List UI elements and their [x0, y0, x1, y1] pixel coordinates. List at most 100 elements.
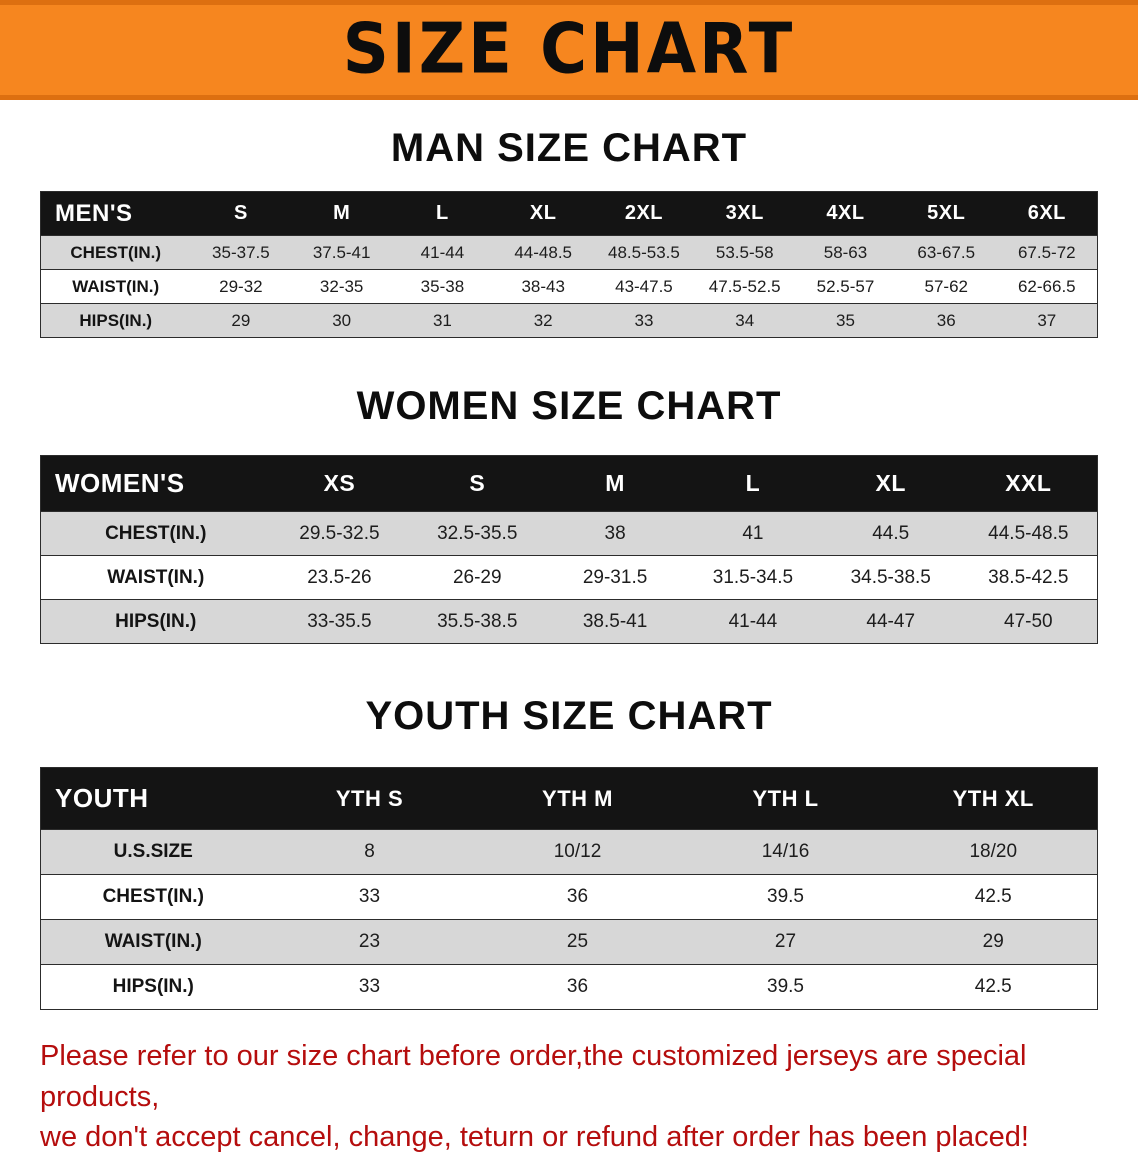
table-title-cell: YOUTH [55, 783, 149, 813]
section-heading: YOUTH SIZE CHART [365, 694, 773, 738]
value-cell: 38 [604, 522, 626, 544]
value-cell: 52.5-57 [816, 276, 875, 296]
size-header-cell: XS [323, 470, 356, 496]
value-cell: 34.5-38.5 [850, 566, 931, 588]
value-cell: 33-35.5 [307, 610, 372, 632]
value-cell: 38.5-41 [582, 610, 648, 632]
table-row: U.S.SIZE 8 10/12 14/16 18/20 [40, 829, 1098, 875]
section-heading: WOMEN SIZE CHART [356, 384, 782, 428]
row-label-cell: WAIST(IN.) [107, 566, 205, 588]
value-cell: 35-38 [420, 276, 465, 296]
value-cell: 18/20 [969, 841, 1018, 862]
value-cell: 25 [566, 931, 589, 952]
value-cell: 14/16 [761, 841, 810, 862]
size-header-cell: XL [529, 202, 557, 224]
size-header-cell: L [745, 470, 761, 496]
table-header-row: MEN'S S M L XL 2XL 3XL 4XL 5XL 6XL [40, 191, 1098, 236]
value-cell: 29-31.5 [582, 566, 648, 588]
value-cell: 44-47 [866, 610, 916, 632]
value-cell: 10/12 [553, 841, 602, 862]
value-cell: 23 [358, 931, 381, 952]
value-cell: 8 [364, 841, 375, 862]
size-header-cell: YTH XL [952, 785, 1034, 811]
row-label-cell: WAIST(IN.) [104, 931, 202, 952]
size-header-cell: XXL [1005, 470, 1052, 496]
row-label-cell: HIPS(IN.) [79, 310, 153, 330]
row-label-cell: CHEST(IN.) [105, 522, 207, 544]
size-header-cell: YTH S [335, 785, 404, 811]
size-header-cell: M [605, 470, 625, 496]
table-header-row: WOMEN'S XS S M L XL XXL [40, 455, 1098, 512]
value-cell: 62-66.5 [1017, 276, 1076, 296]
value-cell: 29 [231, 310, 251, 330]
value-cell: 32 [533, 310, 553, 330]
table-title-cell: WOMEN'S [55, 468, 185, 498]
value-cell: 42.5 [974, 886, 1012, 907]
row-label-cell: CHEST(IN.) [70, 242, 162, 262]
value-cell: 35.5-38.5 [437, 610, 518, 632]
row-label-cell: HIPS(IN.) [115, 610, 197, 632]
value-cell: 35 [836, 310, 855, 330]
notice-line-2: we don't accept cancel, change, teturn o… [40, 1121, 1029, 1154]
value-cell: 35-37.5 [212, 242, 270, 262]
size-header-cell: L [436, 202, 449, 224]
value-cell: 33 [358, 976, 381, 997]
size-header-cell: 6XL [1027, 202, 1066, 224]
row-label-cell: U.S.SIZE [113, 841, 193, 862]
value-cell: 43-47.5 [615, 276, 673, 296]
table-row: CHEST(IN.) 29.5-32.5 32.5-35.5 38 41 44.5 44.5… [40, 511, 1098, 556]
value-cell: 53.5-58 [715, 242, 774, 262]
value-cell: 39.5 [767, 886, 804, 907]
table-row: WAIST(IN.) 29-32 32-35 35-38 38-43 43-47.5 47.… [40, 269, 1098, 304]
table-row: HIPS(IN.) 33 36 39.5 42.5 [40, 964, 1098, 1010]
footer-notice: Please refer to our size chart before or… [40, 1036, 1098, 1158]
notice-line-1: Please refer to our size chart before or… [40, 1040, 1027, 1113]
size-header-cell: S [469, 470, 486, 496]
value-cell: 38-43 [521, 276, 565, 296]
table-row: WAIST(IN.) 23.5-26 26-29 29-31.5 31.5-34.5 34… [40, 555, 1098, 600]
value-cell: 44.5-48.5 [988, 522, 1069, 544]
value-cell: 31.5-34.5 [712, 566, 794, 588]
men-size-section: MAN SIZE CHART MEN'S S M L XL 2XL 3XL 4XL 5XL 6XL C… [0, 126, 1138, 338]
table-title-cell: MEN'S [55, 199, 133, 227]
value-cell: 41 [742, 522, 764, 544]
size-header-cell: 3XL [725, 202, 764, 224]
size-header-cell: M [333, 202, 351, 224]
table-row: CHEST(IN.) 33 36 39.5 42.5 [40, 874, 1098, 920]
value-cell: 47.5-52.5 [708, 276, 781, 296]
women-size-section: WOMEN SIZE CHART WOMEN'S XS S M L XL XXL CHEST(I… [0, 384, 1138, 644]
page-title: SIZE CHART [342, 10, 796, 90]
value-cell: 30 [332, 310, 352, 330]
value-cell: 57-62 [924, 276, 968, 296]
value-cell: 41-44 [420, 242, 465, 262]
table-row: HIPS(IN.) 29 30 31 32 33 34 35 36 37 [40, 303, 1098, 338]
table-row: CHEST(IN.) 35-37.5 37.5-41 41-44 44-48.5 48.5… [40, 235, 1098, 270]
size-table: WOMEN'S XS S M L XL XXL CHEST(IN.) 29.5-32.5 32.5… [40, 455, 1098, 644]
size-table: YOUTH YTH S YTH M YTH L YTH XL U.S.SIZE 8 10/12… [40, 767, 1098, 1010]
value-cell: 44-48.5 [514, 242, 573, 262]
value-cell: 48.5-53.5 [608, 242, 680, 262]
value-cell: 32-35 [319, 276, 364, 296]
value-cell: 29-32 [219, 276, 263, 296]
value-cell: 27 [774, 931, 797, 952]
value-cell: 29 [982, 931, 1004, 952]
value-cell: 47-50 [1004, 610, 1053, 632]
value-cell: 37.5-41 [312, 242, 371, 262]
banner: SIZE CHART [0, 0, 1138, 100]
table-row: WAIST(IN.) 23 25 27 29 [40, 919, 1098, 965]
size-header-cell: S [233, 202, 248, 224]
value-cell: 34 [735, 310, 755, 330]
size-header-cell: 2XL [624, 202, 664, 224]
value-cell: 44.5 [872, 522, 910, 544]
value-cell: 33 [358, 886, 381, 907]
row-label-cell: CHEST(IN.) [102, 886, 204, 907]
table-row: HIPS(IN.) 33-35.5 35.5-38.5 38.5-41 41-44 44-… [40, 599, 1098, 644]
size-header-cell: XL [875, 470, 906, 496]
size-table: MEN'S S M L XL 2XL 3XL 4XL 5XL 6XL CHEST(IN.) 35-37… [40, 191, 1098, 338]
value-cell: 38.5-42.5 [988, 566, 1069, 588]
value-cell: 36 [566, 976, 589, 997]
row-label-cell: HIPS(IN.) [112, 976, 194, 997]
value-cell: 23.5-26 [307, 566, 372, 588]
value-cell: 29.5-32.5 [299, 522, 380, 544]
